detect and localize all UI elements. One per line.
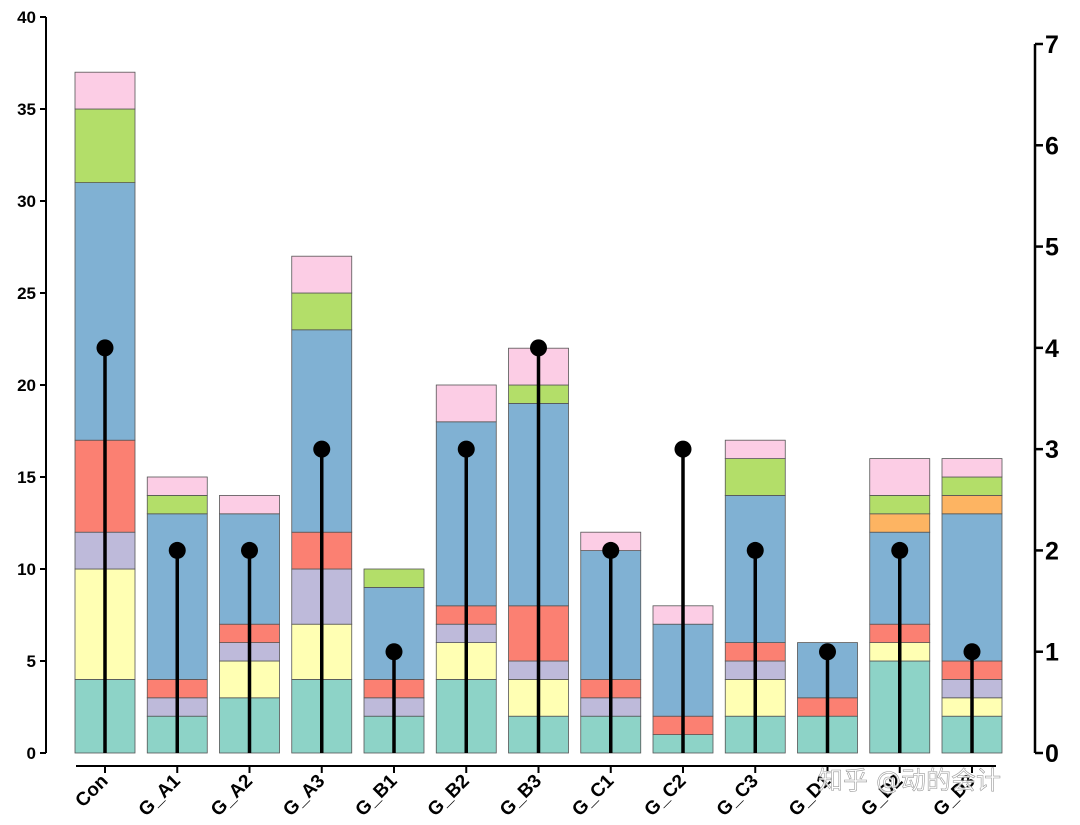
x-tick-label: G_C3 [713,771,763,821]
right-tick-label: 6 [1045,132,1059,160]
left-tick-label: 15 [17,468,36,487]
lollipop-point [819,643,836,661]
x-tick-label: G_A3 [279,771,329,821]
right-y-axis: 0 1 2 3 4 5 6 7 [1033,31,1059,768]
lollipop-point [602,541,620,559]
x-tick-label: G_C2 [641,771,691,821]
right-tick-label: 0 [1045,740,1059,768]
left-tick-label: 35 [17,100,36,119]
bar-segment [869,494,931,515]
bar-segment [74,71,136,110]
bar-segment [724,439,786,460]
x-tick-label: G_A2 [207,771,257,821]
lollipop-point [530,339,547,357]
lollipop-point [746,541,764,559]
bar-segment [146,494,208,515]
left-tick-label: 25 [17,284,36,303]
x-tick-label: G_C1 [568,770,618,820]
x-tick-label: G_B2 [424,771,474,821]
lollipop-point [96,339,114,357]
x-tick-label: G_B1 [352,770,402,820]
bar-segment [291,255,353,294]
bar-segment [291,292,353,331]
bar-segment [146,476,208,496]
bar-segment [74,108,136,183]
right-tick-label: 4 [1045,335,1059,363]
bar-segment [941,513,1003,662]
right-tick-label: 1 [1045,639,1059,667]
bar-segment [869,458,931,496]
left-tick-label: 40 [17,8,36,27]
bar-segment [363,568,425,588]
bar-segment [724,458,786,496]
bar-segment [869,513,931,533]
right-tick-label: 3 [1045,436,1059,464]
left-tick-label: 20 [17,376,36,395]
lollipop-point [891,541,909,559]
left-tick-label: 5 [27,652,36,671]
lollipop-point [385,643,403,661]
right-tick-label: 2 [1045,537,1059,565]
bar-segment [941,476,1003,496]
lollipop-point [963,643,981,661]
left-tick-label: 30 [17,192,36,211]
x-tick-label: G_A1 [135,770,185,820]
bar-segment [435,384,497,423]
lollipop-point [674,440,692,458]
x-tick-label: G_B3 [496,771,546,821]
left-tick-label: 10 [17,560,36,579]
lollipop-point [241,541,258,559]
left-y-axis: 0 5 10 15 20 25 30 35 40 [17,8,47,763]
lollipop-point [168,541,186,559]
lollipop-markers [96,339,981,753]
right-tick-label: 7 [1045,31,1059,59]
lollipop-point [313,440,331,458]
bar-segment [941,494,1003,515]
right-tick-label: 5 [1045,234,1059,262]
bar-segment [219,494,280,515]
left-tick-label: 0 [27,744,36,763]
lollipop-point [457,440,475,458]
x-tick-label: Con [72,771,113,812]
watermark: 知乎 @动的会计 [818,766,1001,795]
bar-segment [941,458,1003,478]
